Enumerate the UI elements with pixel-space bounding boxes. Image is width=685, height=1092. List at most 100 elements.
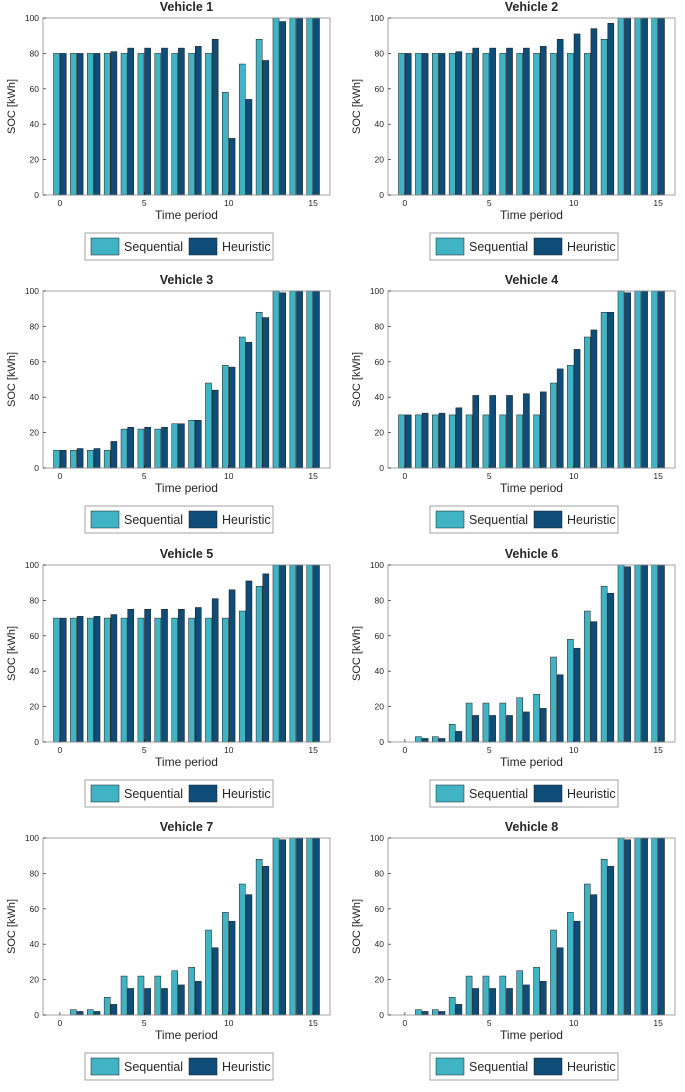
y-axis-label: SOC [kWh] [6, 626, 18, 681]
sequential-bar [550, 929, 557, 1016]
heuristic-bar [178, 47, 185, 196]
sequential-bar [617, 17, 625, 196]
heuristic-bar [421, 412, 429, 469]
sequential-bar [205, 617, 212, 743]
heuristic-bar [194, 981, 202, 1016]
heuristic-bar [110, 1004, 118, 1016]
sequential-bar [205, 53, 212, 196]
sequential-bar [583, 53, 591, 196]
plot-frame [387, 564, 676, 743]
heuristic-bar [161, 47, 168, 196]
y-tick-label: 60 [375, 904, 385, 914]
sequential-bar [272, 837, 280, 1016]
legend: Sequential Heuristic [429, 232, 619, 261]
heuristic-bar [279, 292, 286, 469]
y-tick-label: 60 [375, 84, 385, 94]
heuristic-bar [59, 450, 67, 469]
sequential-bar [432, 736, 439, 743]
sequential-bar [499, 414, 507, 469]
legend-swatch-heuristic [188, 784, 218, 803]
legend: Sequential Heuristic [84, 779, 274, 808]
sequential-bar [482, 702, 490, 743]
y-axis-label: SOC [kWh] [351, 626, 363, 681]
x-tick-label: 5 [487, 1018, 492, 1028]
sequential-bar [415, 1009, 422, 1016]
heuristic-bar [455, 407, 463, 469]
sequential-bar [533, 53, 540, 196]
plot-frame [42, 290, 331, 469]
y-tick-label: 40 [375, 392, 385, 402]
y-tick-label: 0 [379, 1010, 384, 1020]
sequential-bar [222, 912, 229, 1016]
heuristic-bar [404, 414, 412, 469]
legend: Sequential Heuristic [429, 1052, 619, 1081]
heuristic-bar [556, 947, 564, 1016]
heuristic-bar [438, 1011, 446, 1016]
heuristic-bar [438, 738, 446, 743]
legend-label-sequential: Sequential [124, 240, 183, 254]
plot-frame [42, 564, 331, 743]
heuristic-bar [438, 53, 446, 196]
sequential-bar [103, 617, 111, 743]
x-tick-label: 15 [308, 1018, 318, 1028]
heuristic-bar [658, 290, 665, 469]
heuristic-bar [455, 731, 463, 743]
sequential-bar [120, 428, 128, 469]
sequential-bar [550, 53, 557, 196]
heuristic-bar [279, 21, 286, 196]
x-tick-label: 5 [142, 198, 147, 208]
x-tick-label: 10 [224, 1018, 234, 1028]
x-tick-label: 0 [403, 471, 408, 481]
legend-label-heuristic: Heuristic [567, 787, 616, 801]
sequential-bar [499, 702, 507, 743]
legend-swatch-heuristic [533, 784, 563, 803]
heuristic-bar [472, 395, 480, 469]
y-tick-label: 100 [370, 560, 384, 570]
heuristic-bar [178, 984, 185, 1016]
heuristic-bar [93, 1011, 101, 1016]
x-tick-label: 0 [58, 1018, 63, 1028]
y-tick-label: 60 [30, 631, 40, 641]
heuristic-bar [296, 290, 303, 469]
chart-title: Vehicle 5 [160, 547, 214, 561]
y-tick-label: 80 [375, 868, 385, 878]
y-tick-label: 40 [30, 392, 40, 402]
sequential-bar [87, 53, 94, 196]
x-tick-label: 5 [142, 471, 147, 481]
heuristic-bar [489, 47, 496, 196]
legend: Sequential Heuristic [84, 232, 274, 261]
heuristic-bar [421, 1011, 429, 1016]
sequential-bar [289, 290, 297, 469]
heuristic-bar [607, 593, 615, 743]
sequential-bar [289, 564, 297, 743]
heuristic-bar [489, 395, 496, 469]
x-tick-label: 15 [653, 471, 663, 481]
sequential-bar [272, 564, 280, 743]
heuristic-bar [590, 621, 598, 743]
x-axis-label: Time period [500, 1028, 563, 1042]
sequential-bar [448, 414, 456, 469]
heuristic-bar [93, 616, 101, 743]
heuristic-bar [127, 609, 135, 743]
sequential-bar [634, 17, 642, 196]
heuristic-bar [489, 988, 496, 1016]
sequential-bar [415, 736, 422, 743]
heuristic-bar [161, 427, 168, 469]
y-axis-label: SOC [kWh] [6, 352, 18, 407]
heuristic-bar [59, 53, 67, 196]
sequential-bar [87, 1009, 94, 1016]
x-tick-label: 5 [487, 471, 492, 481]
y-axis-label: SOC [kWh] [351, 79, 363, 134]
sequential-bar [583, 336, 591, 469]
legend-label-sequential: Sequential [469, 1060, 528, 1074]
sequential-bar [415, 414, 422, 469]
x-tick-label: 0 [403, 745, 408, 755]
legend-label-sequential: Sequential [469, 787, 528, 801]
sequential-bar [567, 912, 574, 1016]
x-tick-label: 10 [569, 198, 579, 208]
x-tick-label: 15 [653, 1018, 663, 1028]
sequential-bar [465, 702, 473, 743]
heuristic-bar [506, 988, 513, 1016]
y-tick-label: 20 [30, 428, 40, 438]
y-tick-label: 40 [30, 666, 40, 676]
